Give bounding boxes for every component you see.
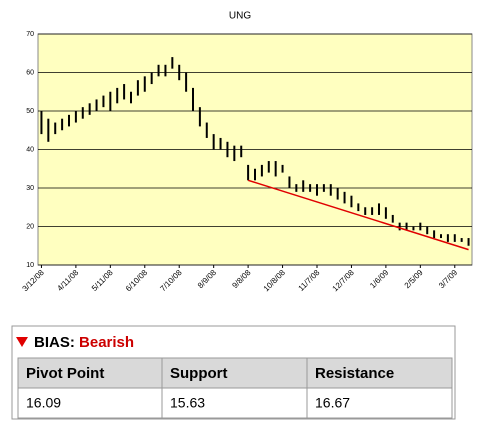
bias-label-text: BIAS: — [34, 334, 75, 351]
panel-border — [11, 325, 456, 420]
x-tick-label: 12/7/08 — [331, 268, 357, 294]
x-tick-label: 11/7/08 — [297, 268, 322, 293]
x-tick-label: 2/5/09 — [403, 268, 425, 290]
column-header: Support — [170, 365, 228, 382]
x-tick-label: 3/7/09 — [437, 268, 459, 290]
y-tick-label: 40 — [26, 146, 34, 153]
x-tick-label: 3/12/08 — [21, 268, 47, 294]
trend-line — [247, 179, 469, 251]
x-tick-label: 1/6/09 — [368, 268, 390, 290]
chart: 10 20 30 40 50 60 70 3/12/08 4/11/08 5/11/08 6/10/… — [21, 31, 473, 294]
x-tick-label: 4/11/08 — [55, 268, 80, 293]
y-tick-label: 20 — [26, 223, 34, 230]
y-tick-label: 30 — [26, 185, 34, 192]
table: Pivot Point Support Resistance 16.09 15.63 16… — [17, 357, 453, 419]
table-cell: 15.63 — [170, 395, 205, 411]
chart-title: UNG — [229, 11, 251, 22]
x-tick-label: 8/9/08 — [196, 268, 218, 290]
x-tick-label: 9/8/08 — [230, 268, 252, 290]
x-tick-label: 7/10/08 — [158, 268, 184, 294]
data-row — [17, 387, 453, 419]
y-tick-label: 60 — [26, 69, 34, 76]
table-cell: 16.09 — [26, 395, 61, 411]
x-tick-label: 10/8/08 — [262, 268, 288, 294]
y-tick-label: 10 — [26, 262, 34, 269]
table-cell: 16.67 — [315, 395, 350, 411]
x-tick-label: 5/11/08 — [90, 268, 115, 293]
column-header: Resistance — [315, 365, 394, 382]
x-tick-label: 6/10/08 — [124, 268, 150, 294]
bias-label: BIAS: Bearish — [34, 334, 134, 351]
header-row — [17, 357, 453, 389]
bias-icon — [16, 337, 28, 347]
column-header: Pivot Point — [26, 365, 104, 382]
bias-value: Bearish — [79, 334, 134, 351]
y-tick-label: 70 — [26, 31, 34, 38]
y-tick-label: 50 — [26, 108, 34, 115]
